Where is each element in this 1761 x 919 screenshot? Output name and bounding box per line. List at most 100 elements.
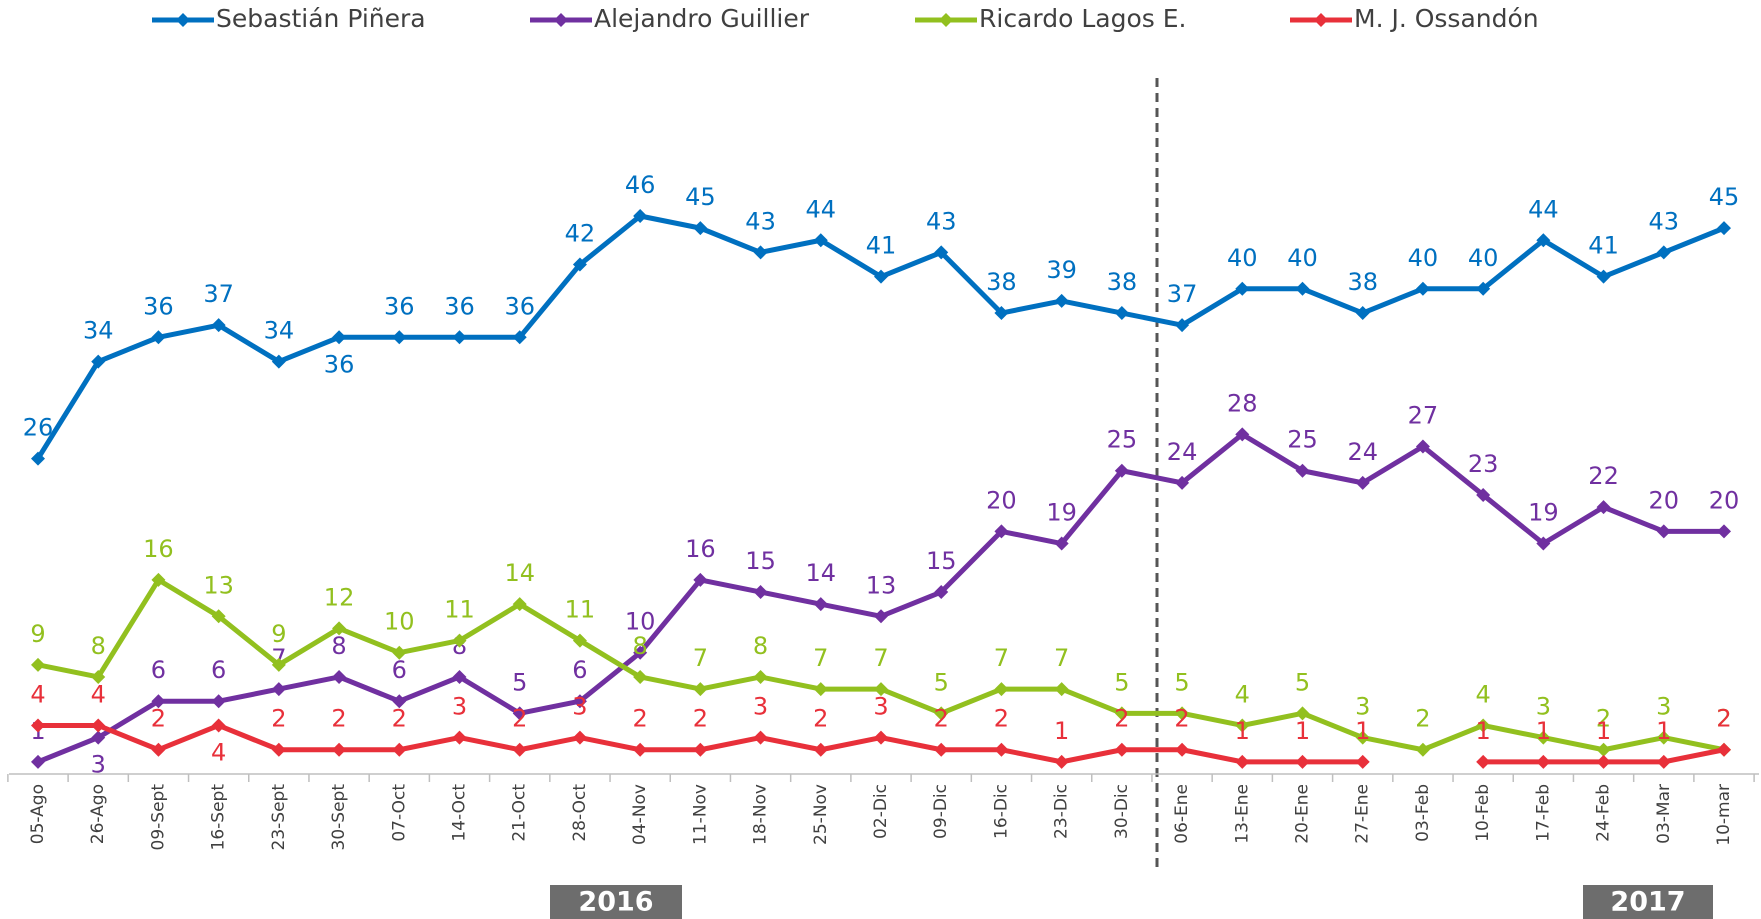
marker: [1596, 742, 1611, 757]
marker: [633, 209, 648, 223]
marker: [994, 306, 1009, 321]
data-label: 3: [1536, 693, 1551, 721]
data-label: 2: [813, 705, 828, 733]
marker: [934, 585, 949, 600]
data-label: 3: [753, 693, 768, 721]
data-label: 44: [806, 195, 837, 223]
data-label: 22: [1588, 462, 1619, 490]
data-label: 34: [264, 317, 295, 345]
x-tick-label: 23-Sept: [269, 784, 289, 851]
data-label: 2: [1716, 705, 1731, 733]
data-label: 15: [926, 547, 957, 575]
data-label: 23: [1468, 450, 1499, 478]
data-label: 43: [1649, 207, 1680, 235]
data-label: 2: [512, 705, 527, 733]
year-label: 2017: [1610, 887, 1685, 918]
marker: [392, 742, 407, 757]
marker: [934, 742, 949, 757]
marker: [1114, 706, 1129, 721]
marker: [874, 269, 888, 284]
x-tick-label: 24-Feb: [1594, 784, 1614, 842]
marker: [1476, 281, 1491, 296]
data-label: 27: [1408, 401, 1439, 429]
data-label: 39: [1046, 256, 1077, 284]
data-label: 7: [1054, 644, 1069, 672]
year-box: [550, 885, 682, 919]
marker: [332, 742, 347, 757]
marker: [91, 730, 106, 745]
data-label: 46: [625, 171, 656, 199]
marker: [572, 257, 587, 272]
data-label: 14: [504, 559, 535, 587]
marker: [392, 645, 407, 660]
marker: [1656, 754, 1671, 769]
data-label: 45: [1709, 183, 1740, 211]
marker: [934, 245, 949, 260]
x-tick-label: 28-Oct: [570, 784, 590, 842]
x-tick-label: 07-Oct: [389, 784, 409, 842]
data-label: 41: [1588, 232, 1619, 260]
marker: [452, 669, 467, 684]
marker: [813, 682, 828, 697]
data-label: 1: [1656, 717, 1671, 745]
legend-marker: [939, 13, 953, 27]
x-tick-label: 13-Ene: [1232, 784, 1252, 844]
x-tick-label: 14-Oct: [450, 784, 470, 842]
data-label: 1: [1596, 717, 1611, 745]
x-tick-label: 23-Dic: [1052, 784, 1072, 839]
data-label: 3: [572, 693, 587, 721]
data-label: 5: [512, 668, 527, 696]
data-label: 3: [91, 751, 106, 779]
marker: [1415, 439, 1430, 454]
data-label: 1: [1355, 717, 1370, 745]
marker: [1476, 754, 1491, 769]
data-label: 24: [1167, 438, 1198, 466]
data-label: 9: [30, 620, 45, 648]
marker: [1596, 754, 1611, 769]
marker: [572, 730, 587, 745]
marker: [332, 330, 347, 345]
marker: [693, 742, 708, 757]
data-label: 28: [1227, 389, 1258, 417]
marker: [693, 221, 708, 236]
marker: [1596, 269, 1611, 284]
data-label: 40: [1468, 244, 1499, 272]
marker: [1235, 718, 1250, 733]
x-tick-label: 26-Ago: [88, 784, 108, 844]
marker: [271, 742, 286, 757]
marker: [1355, 306, 1370, 321]
data-label: 16: [143, 535, 174, 563]
data-label: 4: [30, 680, 45, 708]
marker: [874, 730, 888, 745]
x-tick-label: 02-Dic: [871, 784, 891, 839]
marker: [91, 354, 106, 369]
marker: [31, 657, 45, 672]
x-tick-label: 03-Mar: [1654, 784, 1674, 844]
data-label: 36: [504, 292, 535, 320]
marker: [512, 742, 527, 757]
data-label: 2: [1716, 705, 1731, 733]
data-label: 44: [1528, 195, 1559, 223]
data-label: 3: [452, 693, 467, 721]
marker: [1717, 524, 1731, 539]
marker: [332, 621, 347, 636]
data-label: 2: [1596, 705, 1611, 733]
marker: [512, 706, 527, 721]
x-tick-label: 30-Sept: [329, 784, 349, 851]
data-label: 6: [151, 656, 166, 684]
data-label: 1: [1536, 717, 1551, 745]
x-tick-label: 27-Ene: [1353, 784, 1373, 844]
marker: [813, 742, 828, 757]
x-tick-label: 09-Dic: [931, 784, 951, 839]
marker: [753, 730, 768, 745]
x-tick-label: 16-Sept: [209, 784, 229, 851]
marker: [693, 682, 708, 697]
data-label: 36: [324, 350, 355, 378]
data-label: 38: [1347, 268, 1378, 296]
x-tick-label: 17-Feb: [1533, 784, 1553, 842]
data-label: 2: [934, 705, 949, 733]
legend-label: Ricardo Lagos E.: [979, 4, 1186, 33]
marker: [753, 245, 768, 260]
data-label: 6: [211, 656, 226, 684]
